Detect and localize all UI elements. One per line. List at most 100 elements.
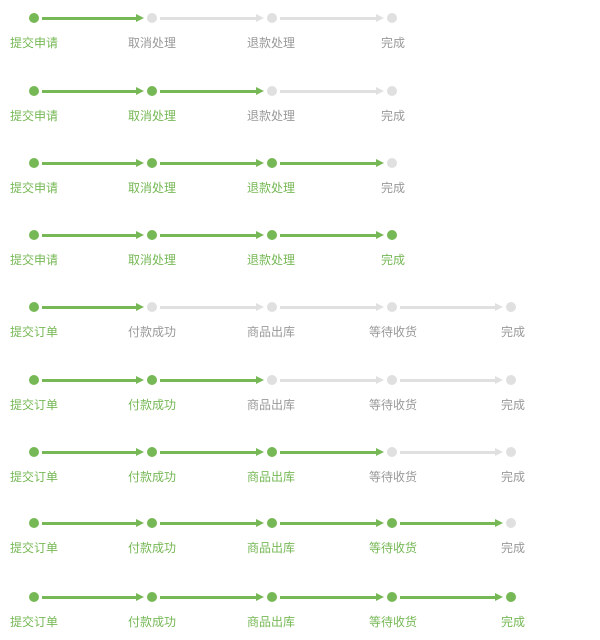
connector-line: [160, 596, 256, 599]
step-label: 提交订单: [10, 398, 59, 412]
step-dot: [147, 13, 157, 23]
connector-line: [42, 451, 136, 454]
arrow-right-icon: [376, 303, 384, 311]
connector-line: [42, 234, 136, 237]
arrow-right-icon: [136, 87, 144, 95]
arrow-right-icon: [136, 448, 144, 456]
step-label: 商品出库: [247, 541, 296, 555]
step-dot: [267, 86, 277, 96]
step-dot: [267, 447, 277, 457]
step-label: 商品出库: [247, 470, 296, 484]
arrow-right-icon: [495, 593, 503, 601]
arrow-right-icon: [136, 231, 144, 239]
connector-line: [160, 17, 256, 20]
step-label: 退款处理: [247, 181, 296, 195]
step-dot: [147, 302, 157, 312]
connector-line: [160, 306, 256, 309]
step-dot: [267, 592, 277, 602]
step-label: 提交申请: [10, 181, 59, 195]
stepper-refund-3: 提交申请 取消处理 退款处理 完成: [0, 0, 600, 195]
step-label: 付款成功: [128, 325, 177, 339]
arrow-right-icon: [256, 376, 264, 384]
step-label: 等待收货: [369, 615, 418, 629]
step-label: 付款成功: [128, 615, 177, 629]
connector-line: [42, 596, 136, 599]
arrow-right-icon: [136, 519, 144, 527]
connector-line: [42, 379, 136, 382]
stepper-refund-1: 提交申请 取消处理 退款处理 完成: [0, 0, 600, 50]
arrow-right-icon: [376, 87, 384, 95]
step-dot: [29, 230, 39, 240]
step-label: 提交申请: [10, 36, 59, 50]
arrow-right-icon: [256, 159, 264, 167]
step-label: 付款成功: [128, 470, 177, 484]
step-dot: [506, 375, 516, 385]
step-dot: [29, 518, 39, 528]
connector-line: [280, 451, 376, 454]
step-label: 完成: [381, 253, 406, 267]
step-dot: [147, 375, 157, 385]
step-dot: [267, 302, 277, 312]
step-label: 等待收货: [369, 398, 418, 412]
connector-line: [160, 90, 256, 93]
step-label: 提交订单: [10, 615, 59, 629]
arrow-right-icon: [376, 231, 384, 239]
arrow-right-icon: [376, 448, 384, 456]
step-dot: [387, 447, 397, 457]
step-dot: [387, 518, 397, 528]
arrow-right-icon: [376, 593, 384, 601]
step-label: 等待收货: [369, 325, 418, 339]
arrow-right-icon: [495, 448, 503, 456]
step-dot: [387, 302, 397, 312]
connector-line: [42, 90, 136, 93]
step-dot: [506, 302, 516, 312]
connector-line: [400, 522, 495, 525]
step-dot: [506, 518, 516, 528]
step-label: 退款处理: [247, 36, 296, 50]
step-label: 提交订单: [10, 470, 59, 484]
step-label: 取消处理: [128, 109, 177, 123]
connector-line: [280, 234, 376, 237]
arrow-right-icon: [376, 159, 384, 167]
connector-line: [400, 379, 495, 382]
connector-line: [42, 522, 136, 525]
step-label: 完成: [501, 615, 526, 629]
step-label: 完成: [501, 541, 526, 555]
stepper-order-2: 提交订单 付款成功 商品出库 等待收货 完成: [0, 0, 600, 412]
step-dot: [147, 230, 157, 240]
step-dot: [267, 375, 277, 385]
step-label: 取消处理: [128, 36, 177, 50]
connector-line: [42, 17, 136, 20]
connector-line: [160, 522, 256, 525]
arrow-right-icon: [256, 87, 264, 95]
step-label: 完成: [381, 109, 406, 123]
step-label: 提交申请: [10, 253, 59, 267]
step-dot: [29, 447, 39, 457]
step-dot: [267, 230, 277, 240]
arrow-right-icon: [256, 519, 264, 527]
step-dot: [29, 302, 39, 312]
step-label: 提交订单: [10, 541, 59, 555]
arrow-right-icon: [256, 231, 264, 239]
step-label: 完成: [381, 181, 406, 195]
step-dot: [387, 375, 397, 385]
arrow-right-icon: [256, 303, 264, 311]
arrow-right-icon: [495, 376, 503, 384]
step-label: 退款处理: [247, 253, 296, 267]
step-label: 商品出库: [247, 325, 296, 339]
connector-line: [400, 306, 495, 309]
connector-line: [280, 522, 376, 525]
step-dot: [267, 158, 277, 168]
connector-line: [160, 234, 256, 237]
step-dot: [387, 230, 397, 240]
step-dot: [147, 447, 157, 457]
step-dot: [387, 13, 397, 23]
step-dot: [387, 86, 397, 96]
step-label: 提交申请: [10, 109, 59, 123]
step-label: 完成: [501, 398, 526, 412]
stepper-order-1: 提交订单 付款成功 商品出库 等待收货 完成: [0, 0, 600, 339]
arrow-right-icon: [376, 376, 384, 384]
step-dot: [267, 518, 277, 528]
step-dot: [147, 518, 157, 528]
step-label: 商品出库: [247, 398, 296, 412]
